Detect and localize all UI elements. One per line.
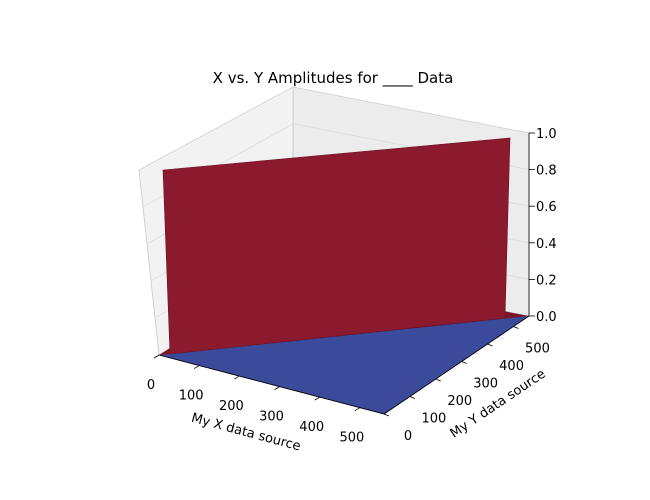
z-tick-label: 0.8 [536,164,557,179]
x-tick-label: 400 [299,420,324,435]
y-axis-line [383,315,530,415]
y-tick-label: 0 [404,429,412,444]
z-tick-label: 0.4 [536,237,557,252]
surface-high-wall [162,137,511,355]
x-tick-mark [153,354,160,359]
chart-title: X vs. Y Amplitudes for ____ Data [213,69,454,88]
x-tick-mark [354,407,361,412]
y-tick-mark [383,413,390,417]
grid-line-z [292,86,530,134]
z-tick-label: 0.0 [536,310,557,325]
y-tick-label: 500 [525,342,550,357]
y-tick-mark [487,343,493,347]
x-tick-mark [274,386,280,390]
y-tick-mark [513,326,519,329]
y-tick-label: 200 [447,394,472,409]
x-tick-label: 200 [219,399,244,414]
y-tick-label: 100 [421,412,446,427]
z-tick-label: 0.2 [536,273,557,288]
x-axis-line [158,354,385,415]
z-tick-label: 1.0 [536,127,557,142]
x-tick-mark [193,365,200,369]
y-tick-label: 300 [473,377,498,392]
x-axis-label: My X data source [190,411,303,455]
y-tick-mark [435,378,441,382]
z-ticks: 0.0 0.2 0.4 0.6 0.8 1.0 [529,127,557,325]
x-ticks: 0 100 200 300 400 500 [147,354,364,446]
z-tick-label: 0.6 [536,200,557,215]
x-tick-label: 500 [339,431,364,446]
x-tick-mark [314,396,320,401]
grid-line-z-left [138,86,294,171]
y-tick-mark [409,396,416,399]
y-tick-label: 400 [499,359,524,374]
x-tick-label: 100 [179,389,204,404]
y-tick-mark [461,361,467,364]
x-tick-label: 300 [259,410,284,425]
x-tick-label: 0 [147,378,155,393]
x-tick-mark [234,375,240,380]
